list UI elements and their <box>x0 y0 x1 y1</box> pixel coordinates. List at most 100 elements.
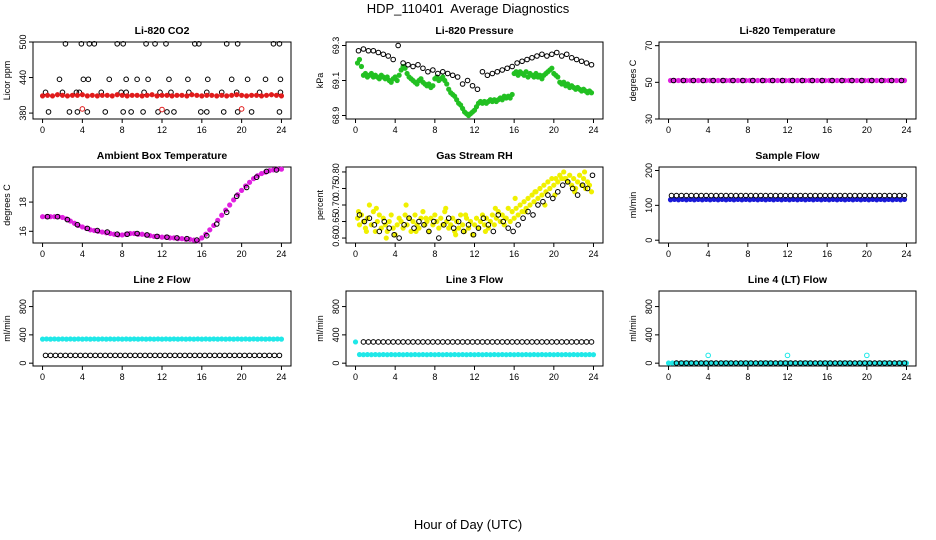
data-point <box>469 82 476 89</box>
data-point <box>189 92 195 98</box>
data-point <box>583 339 590 345</box>
line-4-lt-flow-frame <box>658 290 917 367</box>
data-point <box>730 77 736 84</box>
data-point <box>390 56 396 63</box>
data-point <box>391 231 397 238</box>
data-point <box>385 339 392 345</box>
data-point <box>700 77 707 84</box>
data-point <box>520 215 526 222</box>
data-point <box>561 169 567 175</box>
data-point <box>901 192 908 199</box>
pressure-hourly-series <box>355 42 595 93</box>
data-point <box>370 339 377 345</box>
li-820-temperature-x-tick-label: 24 <box>901 125 911 135</box>
sample-flow-frame <box>658 166 917 244</box>
data-point <box>484 72 491 79</box>
data-point <box>530 212 536 218</box>
data-point <box>588 61 595 68</box>
data-point <box>479 68 486 75</box>
data-point <box>534 339 540 345</box>
data-point <box>278 336 285 342</box>
data-point <box>812 192 819 199</box>
li-820-co2-title: Li-820 CO2 <box>135 25 190 37</box>
line-4-lt-flow-y-tick-label: 800 <box>644 299 654 314</box>
data-point <box>580 175 587 182</box>
data-point <box>89 92 95 98</box>
data-point <box>482 228 489 235</box>
data-point <box>871 192 878 199</box>
data-point <box>525 195 531 201</box>
li-820-temperature-panel: Li-820 Temperature degrees C 0 4 8 12 16 20 24 30… <box>628 25 917 135</box>
line-4-lt-flow-x-tick-label: 20 <box>862 372 872 382</box>
data-point <box>519 58 525 65</box>
data-point <box>84 109 91 115</box>
li-820-pressure-x-tick-label: 20 <box>549 125 559 135</box>
line-2-flow-x-tick-label: 8 <box>120 372 125 382</box>
data-point <box>39 93 46 99</box>
data-point <box>219 92 225 98</box>
data-point <box>219 212 225 218</box>
li-820-temperature-x-tick-label: 4 <box>706 125 711 135</box>
data-point <box>563 339 570 345</box>
data-point <box>577 172 583 178</box>
data-point <box>109 93 115 99</box>
data-point <box>474 86 481 93</box>
box-temperature-10-min-average-series <box>39 166 285 244</box>
data-point <box>408 228 414 235</box>
data-point <box>276 40 283 47</box>
data-point <box>127 352 133 359</box>
data-point <box>578 339 585 345</box>
sample-flow-x-tick-label: 0 <box>666 249 671 259</box>
data-point <box>513 205 519 211</box>
data-point <box>573 56 580 63</box>
data-point <box>203 109 210 115</box>
data-point <box>199 93 205 99</box>
data-point <box>57 352 64 359</box>
data-point <box>157 352 163 359</box>
data-point <box>164 92 170 98</box>
data-point <box>534 53 540 59</box>
ambient-box-temperature-x-tick-label: 16 <box>197 249 207 259</box>
li-820-temperature-y-tick-label: 30 <box>644 114 654 124</box>
data-point <box>124 231 130 238</box>
data-point <box>713 192 719 199</box>
data-point <box>510 228 516 235</box>
li-820-co2-x-tick-label: 16 <box>197 125 207 135</box>
data-point <box>511 215 517 221</box>
data-point <box>177 352 183 359</box>
data-point <box>385 53 392 59</box>
data-point <box>411 225 417 231</box>
data-point <box>104 229 111 235</box>
data-point <box>509 209 515 215</box>
data-point <box>459 81 466 87</box>
line-4-lt-flow-x-tick-label: 0 <box>666 372 671 382</box>
data-point <box>481 222 488 228</box>
data-point <box>485 222 492 228</box>
data-point <box>535 202 541 208</box>
data-point <box>234 109 241 115</box>
data-point <box>164 109 170 115</box>
data-point <box>271 352 278 359</box>
data-point <box>531 199 537 205</box>
data-point <box>52 352 59 359</box>
data-point <box>122 352 128 359</box>
ambient-box-temperature-x-tick-label: 4 <box>80 249 85 259</box>
data-point <box>898 77 905 84</box>
data-point <box>448 222 454 228</box>
data-point <box>505 205 511 211</box>
data-point <box>550 195 556 202</box>
data-point <box>44 92 51 98</box>
data-point <box>415 339 421 345</box>
data-point <box>588 339 595 345</box>
li-820-pressure-x-tick-label: 8 <box>432 125 437 135</box>
data-point <box>128 109 134 115</box>
line-2-flow-10-min-average-series <box>39 336 285 342</box>
data-point <box>504 65 511 72</box>
data-point <box>194 92 200 98</box>
li-820-co2-x-tick-label: 0 <box>40 125 45 135</box>
data-point <box>789 77 796 84</box>
data-point <box>670 77 677 84</box>
data-point <box>396 235 402 241</box>
data-point <box>94 227 101 234</box>
line-3-flow-x-tick-label: 24 <box>588 372 598 382</box>
